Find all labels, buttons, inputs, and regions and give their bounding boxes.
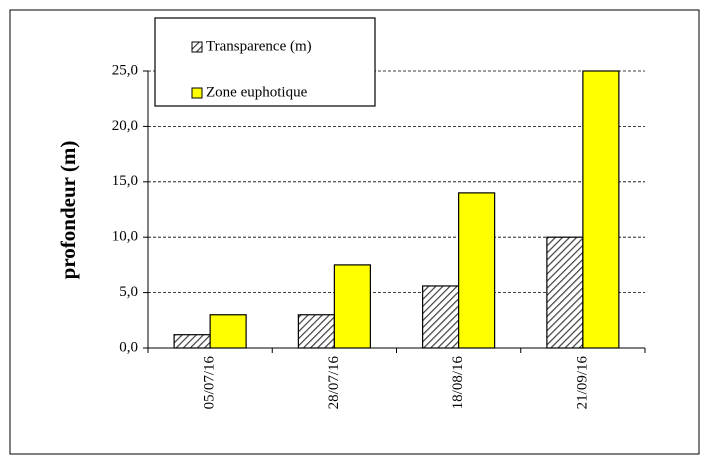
y-tick-label: 0,0 — [119, 339, 138, 355]
bar — [173, 334, 211, 349]
x-tick-label: 18/08/16 — [450, 356, 466, 410]
x-tick-label: 28/07/16 — [326, 356, 342, 410]
bar — [209, 314, 247, 349]
bar — [333, 264, 371, 349]
legend-swatch — [191, 87, 203, 99]
x-tick-label: 21/09/16 — [574, 356, 590, 410]
y-tick-label: 5,0 — [119, 284, 138, 300]
y-tick-label: 20,0 — [112, 118, 138, 134]
legend-swatch — [191, 41, 203, 53]
bar — [546, 236, 584, 349]
legend-label: Zone euphotique — [206, 84, 308, 100]
y-tick-label: 10,0 — [112, 229, 138, 245]
bar — [458, 192, 496, 349]
legend-label: Transparence (m) — [206, 38, 312, 54]
y-tick-label: 15,0 — [112, 173, 138, 189]
bar — [582, 70, 620, 349]
bar — [422, 285, 460, 349]
y-tick-label: 25,0 — [112, 62, 138, 78]
y-axis-label: profondeur (m) — [56, 141, 80, 280]
x-tick-label: 05/07/16 — [202, 356, 218, 410]
bar — [297, 314, 335, 349]
